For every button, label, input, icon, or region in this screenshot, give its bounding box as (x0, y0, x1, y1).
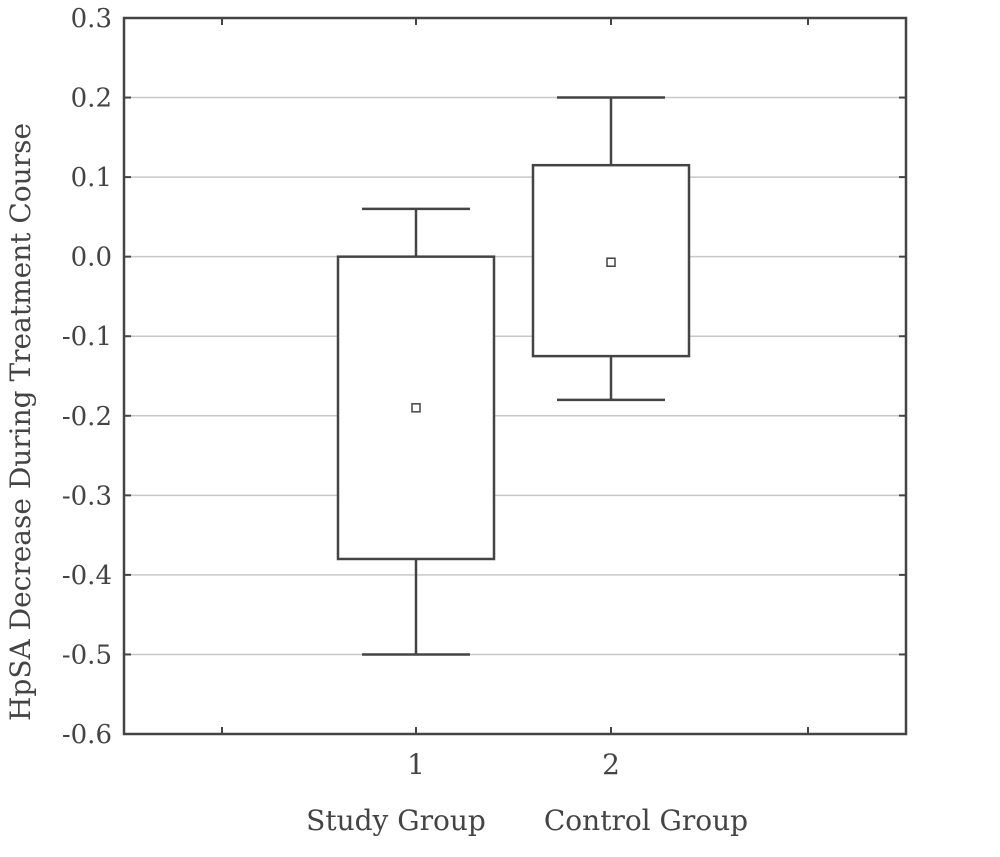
gridlines (124, 96, 906, 656)
box-1 (336, 207, 496, 656)
y-tick-label: 0.0 (71, 243, 112, 273)
y-tick-label: -0.3 (62, 481, 112, 511)
box-2 (531, 96, 691, 402)
mean-marker (411, 403, 421, 413)
group-name-labels: Study Group Control Group (306, 804, 748, 837)
x-axis-ticks (221, 18, 809, 734)
x-category-label: 1 (407, 748, 425, 781)
group-name-label: Control Group (544, 804, 748, 837)
y-tick-label: 0.3 (71, 4, 112, 34)
y-tick-label: -0.2 (62, 402, 112, 432)
y-tick-label: 0.2 (71, 84, 112, 114)
group-name-label: Study Group (306, 804, 486, 837)
y-tick-label: -0.1 (62, 322, 112, 352)
y-tick-label: -0.4 (62, 561, 112, 591)
y-tick-label: -0.6 (62, 720, 112, 750)
y-tick-label: -0.5 (62, 640, 112, 670)
y-tick-label: 0.1 (71, 163, 112, 193)
plot-frame (122, 16, 908, 736)
boxes (336, 96, 691, 656)
mean-marker (606, 257, 616, 267)
y-axis-title: HpSA Decrease During Treatment Course (4, 123, 37, 721)
x-category-label: 2 (602, 748, 620, 781)
y-axis-ticks: 0.3 0.2 0.1 0.0 -0.1 -0.2 -0.3 -0.4 -0.5 -0.6 (62, 4, 906, 750)
